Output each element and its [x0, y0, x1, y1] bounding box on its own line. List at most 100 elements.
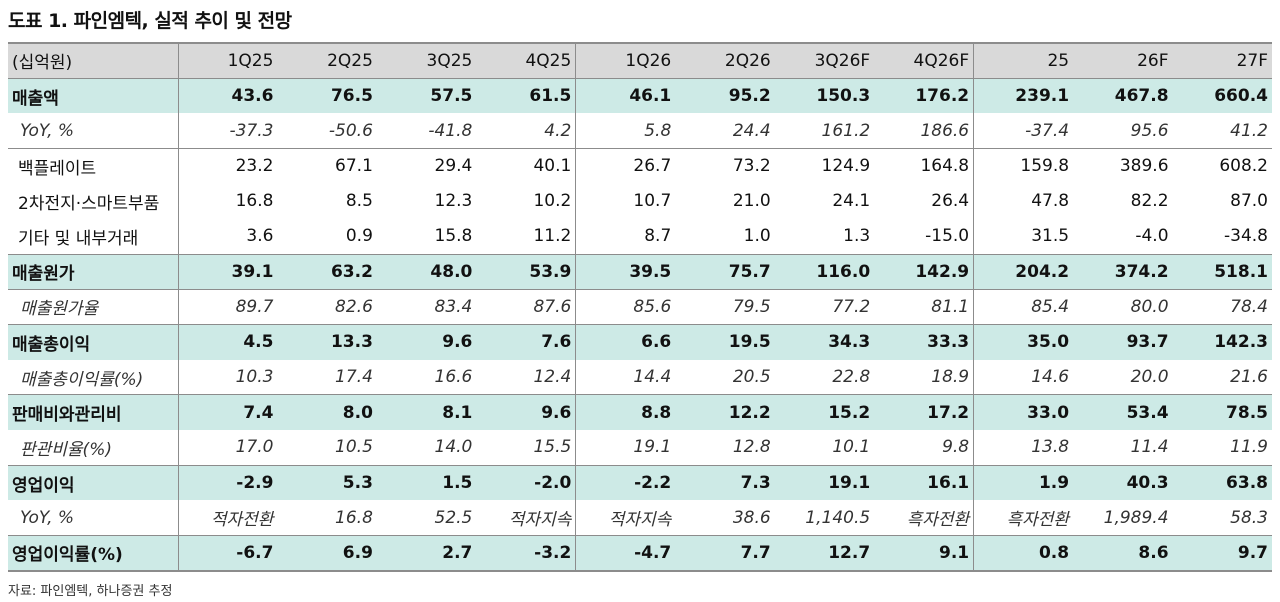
- table-cell: 15.2: [774, 394, 875, 431]
- table-cell: -4.7: [575, 535, 676, 572]
- column-header: 2Q26: [675, 41, 775, 79]
- table-row: 판관비율(%) 17.0 10.5 14.0 15.5 19.1 12.8 10.1 9.8 13…: [8, 430, 1272, 466]
- table-cell: 16.6: [434, 367, 473, 388]
- table-cell: 78.5: [1172, 394, 1272, 431]
- table-cell: 10.1: [832, 437, 871, 458]
- table-cell: 14.6: [973, 359, 1074, 395]
- table-cell: 9.6: [476, 394, 576, 431]
- row-label: 2차전지·스마트부품: [8, 183, 179, 219]
- table-cell: 15.5: [533, 437, 572, 458]
- table-cell: 85.6: [575, 288, 676, 325]
- table-cell: 75.7: [675, 253, 775, 290]
- table-cell: 9.1: [874, 535, 974, 572]
- table-cell: -37.4: [973, 113, 1074, 149]
- table-cell: 63.8: [1172, 464, 1272, 501]
- table-cell: 73.2: [675, 148, 775, 184]
- table-cell: 1.3: [843, 226, 871, 247]
- table-cell: 9.6: [376, 323, 477, 360]
- table-cell: 14.4: [575, 359, 676, 395]
- table-row: 영업이익 -2.9 5.3 1.5 -2.0 -2.2 7.3 19.1 16.1 1.9 40.3…: [8, 464, 1272, 501]
- table-row: 매출액 43.6 76.5 57.5 61.5 46.1 95.2 150.3 176.2 239…: [8, 78, 1272, 114]
- table-cell: 239.1: [973, 78, 1074, 114]
- table-cell: 4.2: [544, 120, 572, 141]
- table-cell: 23.2: [178, 148, 278, 184]
- table-row: 백플레이트 23.2 67.1 29.4 40.1 26.7 73.2 124.9 164.8 1…: [8, 148, 1272, 184]
- table-cell: 9.8: [942, 437, 970, 458]
- table-cell: -37.3: [229, 120, 274, 141]
- table-cell: 1,140.5: [805, 507, 871, 528]
- table-cell: -2.0: [476, 464, 576, 501]
- table-cell: 21.0: [732, 191, 771, 212]
- table-cell: 5.8: [575, 113, 676, 149]
- table-cell: 47.8: [973, 183, 1074, 219]
- row-label: 매출원가율: [8, 288, 179, 325]
- table-cell: 19.1: [575, 430, 676, 466]
- table-cell: 8.1: [376, 394, 477, 431]
- table-cell: 204.2: [973, 253, 1074, 290]
- table-cell: 11.4: [1130, 437, 1169, 458]
- table-cell: 12.8: [732, 437, 771, 458]
- table-cell: 80.0: [1073, 288, 1173, 325]
- table-cell: 52.5: [434, 507, 473, 528]
- table-cell: 61.5: [476, 78, 576, 114]
- row-label: 영업이익률(%): [8, 535, 179, 572]
- table-cell: 77.2: [774, 288, 875, 325]
- table-cell: 흑자전환: [973, 500, 1074, 536]
- table-cell: -41.8: [428, 120, 473, 141]
- table-cell: 81.1: [874, 288, 974, 325]
- table-cell: 1.0: [743, 226, 771, 247]
- table-cell: 46.1: [575, 78, 676, 114]
- table-cell: 82.6: [277, 288, 377, 325]
- table-row: 기타 및 내부거래 3.6 0.9 15.8 11.2 8.7 1.0 1.3 -15.0 31.…: [8, 218, 1272, 255]
- table-cell: 11.9: [1230, 437, 1268, 458]
- table-cell: 9.7: [1172, 535, 1272, 572]
- table-cell: 16.8: [235, 191, 274, 212]
- table-cell: 48.0: [376, 253, 477, 290]
- table-cell: 7.6: [476, 323, 576, 360]
- table-cell: 6.6: [575, 323, 676, 360]
- table-cell: 22.8: [832, 367, 871, 388]
- table-cell: 8.5: [345, 191, 373, 212]
- table-cell: 85.4: [973, 288, 1074, 325]
- table-cell: 660.4: [1172, 78, 1272, 114]
- table-cell: 13.3: [277, 323, 377, 360]
- table-cell: 24.4: [732, 120, 771, 141]
- row-label: 기타 및 내부거래: [8, 218, 179, 255]
- table-row: 매출총이익 4.5 13.3 9.6 7.6 6.6 19.5 34.3 33.3 35.0 93.…: [8, 323, 1272, 360]
- table-cell: 4.5: [178, 323, 278, 360]
- column-header: 4Q26F: [874, 41, 974, 79]
- table-cell: 20.5: [732, 367, 771, 388]
- table-cell: 26.7: [575, 148, 676, 184]
- table-cell: 164.8: [874, 148, 974, 184]
- table-cell: 38.6: [732, 507, 771, 528]
- table-cell: 87.6: [476, 288, 576, 325]
- table-cell: 16.8: [335, 507, 373, 528]
- table-cell: 39.1: [178, 253, 278, 290]
- table-cell: 6.9: [277, 535, 377, 572]
- table-cell: 150.3: [774, 78, 875, 114]
- table-cell: 34.3: [774, 323, 875, 360]
- table-row: 매출총이익률(%) 10.3 17.4 16.6 12.4 14.4 20.5 22.8 18.…: [8, 359, 1272, 395]
- table-cell: 76.5: [277, 78, 377, 114]
- table-cell: 63.2: [277, 253, 377, 290]
- table-cell: -6.7: [178, 535, 278, 572]
- table-cell: 적자지속: [508, 510, 572, 531]
- table-cell: -2.2: [575, 464, 676, 501]
- financial-table: (십억원) 1Q25 2Q25 3Q25 4Q25 1Q26 2Q26 3Q26F 4Q26F 2…: [8, 41, 1272, 572]
- table-cell: 518.1: [1172, 253, 1272, 290]
- table-cell: 12.4: [533, 367, 572, 388]
- table-cell: 1.9: [973, 464, 1074, 501]
- table-cell: 41.2: [1230, 120, 1268, 141]
- table-cell: 7.7: [675, 535, 775, 572]
- column-header: 3Q25: [376, 41, 477, 79]
- table-row: 매출원가율 89.7 82.6 83.4 87.6 85.6 79.5 77.2 81.1 85.…: [8, 288, 1272, 325]
- table-cell: 83.4: [376, 288, 477, 325]
- row-label: 판관비율(%): [8, 430, 179, 466]
- table-cell: 87.0: [1230, 191, 1268, 212]
- table-cell: 53.9: [476, 253, 576, 290]
- table-cell: 142.9: [874, 253, 974, 290]
- table-cell: 82.2: [1130, 191, 1169, 212]
- table-row: YoY, % -37.3 -50.6 -41.8 4.2 5.8 24.4 161.2 186.…: [8, 113, 1272, 149]
- table-cell: 79.5: [675, 288, 775, 325]
- table-cell: 24.1: [832, 191, 871, 212]
